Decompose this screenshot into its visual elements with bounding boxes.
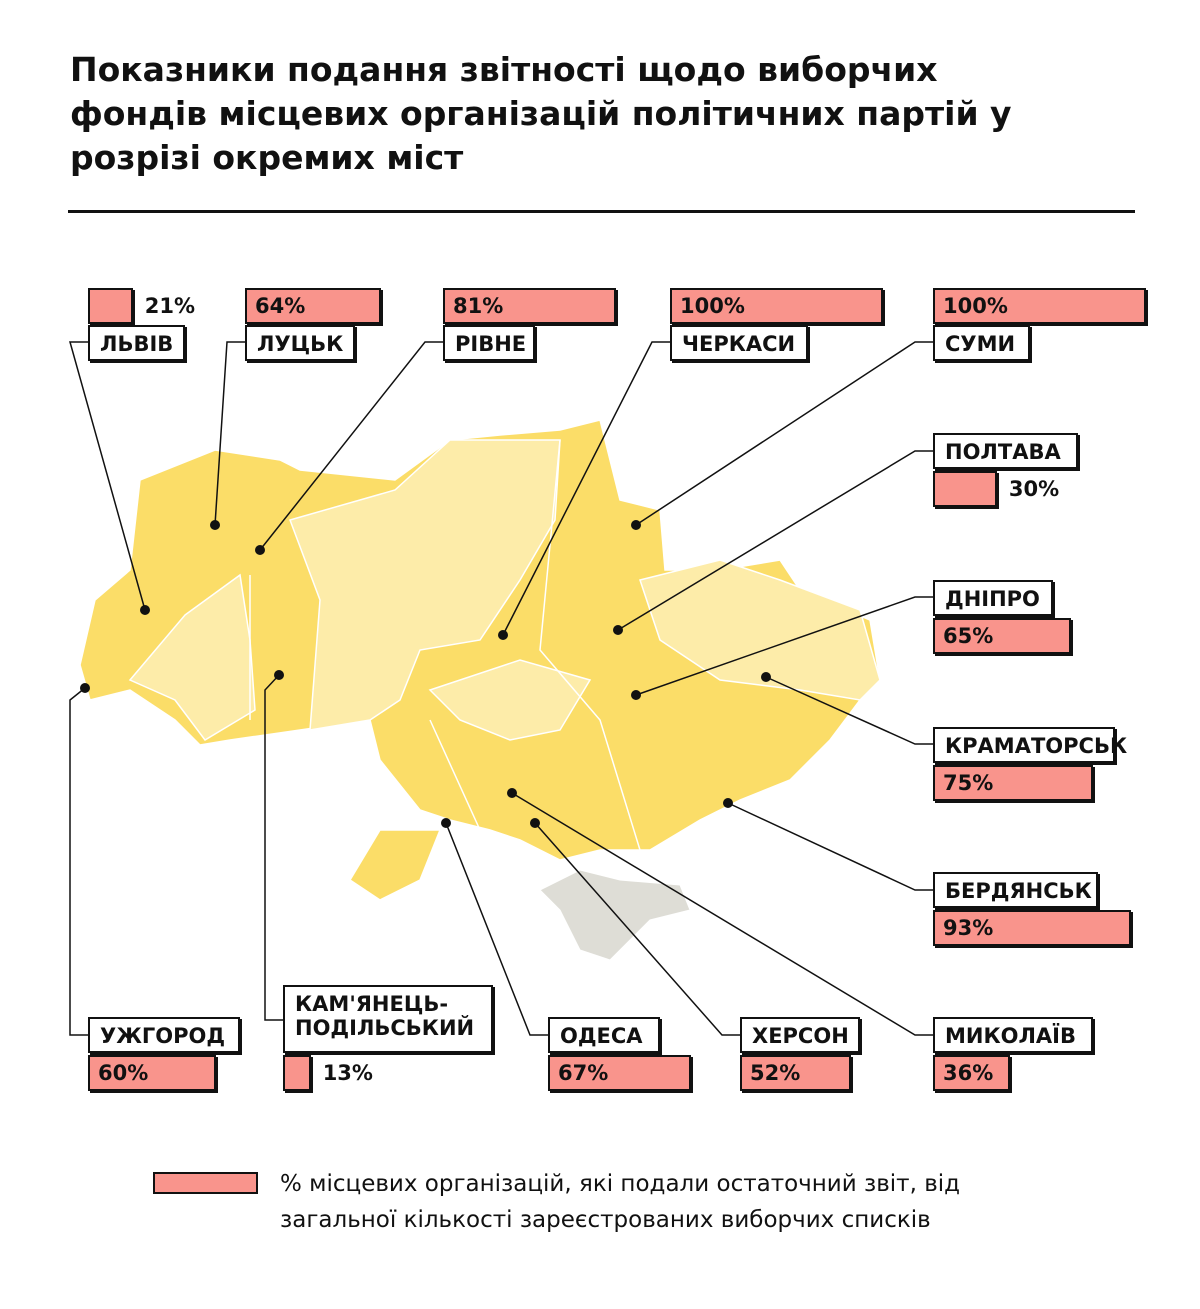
value-label: 100% bbox=[680, 294, 745, 318]
city-name: КАМ'ЯНЕЦЬ-ПОДІЛЬСЬКИЙ bbox=[283, 985, 493, 1053]
city-dot bbox=[723, 798, 733, 808]
value-label: 60% bbox=[98, 1061, 149, 1085]
bar bbox=[933, 288, 1146, 324]
city-dot bbox=[761, 672, 771, 682]
city-dot bbox=[80, 683, 90, 693]
bar bbox=[88, 288, 133, 324]
region bbox=[348, 829, 442, 901]
value-label: 64% bbox=[255, 294, 306, 318]
bar bbox=[283, 1055, 311, 1091]
rule bbox=[68, 210, 1135, 213]
bar bbox=[670, 288, 883, 324]
bar bbox=[933, 765, 1093, 801]
region bbox=[128, 573, 256, 741]
city-dot bbox=[530, 818, 540, 828]
city-dot bbox=[441, 818, 451, 828]
city-dot bbox=[498, 630, 508, 640]
leader-line bbox=[635, 341, 933, 526]
city-name: ЛЬВІВ bbox=[88, 325, 185, 361]
city-name: ЛУЦЬК bbox=[245, 325, 355, 361]
value-label: 100% bbox=[943, 294, 1008, 318]
region bbox=[428, 659, 592, 741]
city-name: БЕРДЯНСЬК bbox=[933, 872, 1098, 908]
city-name: УЖГОРОД bbox=[88, 1017, 240, 1053]
bar bbox=[933, 618, 1072, 654]
value-label: 75% bbox=[943, 771, 994, 795]
bar bbox=[933, 910, 1132, 946]
leader-line bbox=[617, 450, 933, 631]
region bbox=[639, 559, 881, 701]
city-dot bbox=[210, 520, 220, 530]
city-dot bbox=[613, 625, 623, 635]
leader-line bbox=[69, 341, 146, 611]
leader-line bbox=[445, 822, 548, 1036]
bar bbox=[443, 288, 616, 324]
region bbox=[289, 439, 561, 731]
city-name: ОДЕСА bbox=[548, 1017, 660, 1053]
leader-line bbox=[765, 676, 933, 745]
city-name: ПОЛТАВА bbox=[933, 433, 1078, 469]
value-label: 81% bbox=[453, 294, 504, 318]
region-border bbox=[539, 439, 641, 851]
value-label: 65% bbox=[943, 624, 994, 648]
crimea bbox=[539, 869, 691, 961]
legend-text: % місцевих організацій, які подали остат… bbox=[280, 1171, 961, 1233]
leader-line bbox=[259, 341, 443, 551]
value-label: 30% bbox=[1008, 477, 1060, 501]
city-dot bbox=[631, 520, 641, 530]
city-name: ХЕРСОН bbox=[740, 1017, 860, 1053]
title: Показники подання звітності щодо виборчи… bbox=[70, 50, 1012, 177]
leader-line bbox=[727, 802, 933, 891]
leader-line bbox=[69, 687, 88, 1036]
leader-line bbox=[214, 341, 245, 526]
leader-line bbox=[635, 596, 933, 696]
city-dot bbox=[507, 788, 517, 798]
bar bbox=[245, 288, 382, 324]
bar bbox=[88, 1055, 216, 1091]
value-label: 52% bbox=[750, 1061, 801, 1085]
city-dot bbox=[140, 605, 150, 615]
city-name: ДНІПРО bbox=[933, 580, 1053, 616]
leader-line bbox=[511, 792, 933, 1036]
bar bbox=[548, 1055, 691, 1091]
city-name: МИКОЛАЇВ bbox=[933, 1017, 1093, 1053]
city-name: КРАМАТОРСЬК bbox=[933, 727, 1127, 763]
value-label: 93% bbox=[943, 916, 994, 940]
leader-line bbox=[534, 822, 740, 1036]
bar bbox=[933, 1055, 1010, 1091]
value-label: 67% bbox=[558, 1061, 609, 1085]
city-dot bbox=[255, 545, 265, 555]
value-label: 36% bbox=[943, 1061, 994, 1085]
leader-line bbox=[502, 341, 670, 636]
city-dot bbox=[274, 670, 284, 680]
city-name: РІВНЕ bbox=[443, 325, 535, 361]
region-border bbox=[429, 719, 481, 831]
value-label: 13% bbox=[322, 1061, 373, 1085]
city-dot bbox=[631, 690, 641, 700]
bar bbox=[740, 1055, 851, 1091]
legend-swatch bbox=[153, 1172, 258, 1194]
value-label: 21% bbox=[144, 294, 195, 318]
leader-line bbox=[264, 674, 283, 1021]
city-name: СУМИ bbox=[933, 325, 1030, 361]
bar bbox=[933, 471, 997, 507]
city-name: ЧЕРКАСИ bbox=[670, 325, 808, 361]
